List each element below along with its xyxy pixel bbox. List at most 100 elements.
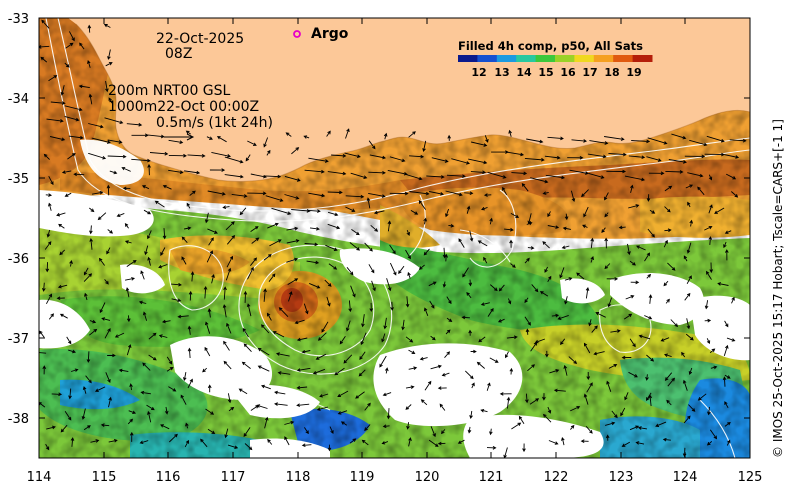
current-arrow bbox=[304, 169, 325, 174]
current-arrow bbox=[384, 367, 389, 374]
current-arrow bbox=[481, 206, 488, 211]
colorbar-swatch bbox=[593, 55, 614, 62]
current-arrow bbox=[158, 264, 168, 269]
current-arrow bbox=[358, 369, 366, 377]
current-arrow bbox=[506, 335, 518, 340]
current-arrow bbox=[424, 380, 432, 391]
current-arrow bbox=[504, 227, 514, 232]
current-arrow bbox=[41, 282, 46, 292]
current-arrow bbox=[57, 284, 68, 289]
current-arrow bbox=[405, 249, 411, 260]
current-arrow bbox=[321, 321, 329, 333]
current-arrow bbox=[422, 140, 427, 153]
current-arrow bbox=[203, 285, 208, 299]
current-arrow bbox=[430, 335, 436, 341]
current-arrow bbox=[545, 174, 566, 180]
current-arrow bbox=[725, 249, 729, 261]
current-arrow bbox=[717, 282, 729, 286]
current-arrow bbox=[222, 205, 230, 210]
current-arrow bbox=[444, 253, 449, 262]
current-arrow bbox=[373, 210, 385, 215]
current-arrow bbox=[148, 354, 157, 361]
current-arrow bbox=[211, 151, 232, 158]
current-arrow bbox=[147, 163, 151, 176]
current-arrow bbox=[398, 265, 405, 274]
current-arrow bbox=[608, 152, 627, 157]
current-arrow bbox=[646, 194, 651, 202]
current-arrow bbox=[644, 315, 653, 320]
current-arrow bbox=[663, 239, 668, 248]
current-arrow bbox=[507, 151, 525, 157]
current-arrow bbox=[663, 280, 669, 287]
current-arrow bbox=[228, 406, 235, 412]
current-arrow bbox=[264, 416, 269, 429]
current-arrow bbox=[204, 346, 211, 357]
colorbar-swatch bbox=[477, 55, 498, 62]
current-arrow bbox=[451, 158, 471, 165]
current-arrow bbox=[647, 228, 655, 238]
colorbar-swatch bbox=[632, 55, 653, 62]
current-arrow bbox=[457, 439, 465, 444]
current-arrow bbox=[604, 212, 609, 218]
current-arrow bbox=[108, 438, 118, 443]
current-arrow bbox=[689, 219, 694, 227]
current-arrow bbox=[406, 422, 410, 430]
current-arrow bbox=[369, 154, 387, 160]
current-arrow bbox=[46, 425, 56, 430]
current-arrow bbox=[284, 175, 301, 182]
current-arrow bbox=[390, 301, 394, 311]
current-arrow bbox=[184, 439, 189, 448]
current-arrow bbox=[337, 410, 348, 415]
current-arrow bbox=[723, 344, 729, 357]
current-arrow bbox=[294, 319, 305, 325]
current-arrow bbox=[567, 156, 584, 160]
current-arrow bbox=[44, 241, 52, 250]
lon-tick-label: 120 bbox=[415, 470, 440, 485]
current-arrow bbox=[345, 206, 356, 212]
current-arrow bbox=[560, 338, 566, 346]
current-arrow bbox=[204, 321, 211, 334]
current-arrow bbox=[45, 193, 53, 197]
current-arrow bbox=[568, 356, 578, 365]
current-arrow bbox=[267, 312, 272, 321]
current-arrow bbox=[181, 236, 188, 244]
current-arrow bbox=[697, 393, 707, 401]
current-arrow bbox=[580, 439, 589, 443]
current-arrow bbox=[104, 327, 111, 339]
current-arrow bbox=[308, 157, 329, 163]
current-arrow bbox=[301, 443, 312, 448]
current-arrow bbox=[710, 365, 718, 370]
current-arrow bbox=[207, 228, 218, 234]
current-arrow bbox=[381, 333, 386, 343]
current-arrow bbox=[430, 426, 436, 438]
current-arrow bbox=[624, 392, 629, 401]
current-arrow bbox=[446, 174, 466, 179]
current-arrow bbox=[645, 374, 649, 381]
current-arrow bbox=[355, 391, 365, 399]
current-arrow bbox=[238, 388, 248, 395]
current-arrow bbox=[66, 336, 72, 345]
current-arrow bbox=[588, 319, 592, 327]
current-arrow bbox=[564, 213, 569, 221]
current-arrow bbox=[466, 205, 471, 214]
current-arrow bbox=[88, 123, 104, 129]
current-arrow bbox=[489, 357, 499, 363]
current-arrow bbox=[40, 56, 48, 63]
current-arrow bbox=[442, 281, 447, 288]
current-arrow bbox=[107, 229, 114, 234]
colorbar-label: 13 bbox=[494, 66, 509, 79]
current-arrow bbox=[307, 209, 321, 213]
current-arrow bbox=[524, 257, 530, 264]
current-arrow bbox=[131, 158, 151, 163]
current-arrow bbox=[106, 184, 111, 196]
current-arrow bbox=[164, 406, 169, 415]
current-arrow bbox=[296, 385, 308, 390]
current-arrow bbox=[86, 351, 91, 363]
current-arrow bbox=[405, 404, 412, 410]
current-arrow bbox=[97, 212, 107, 221]
current-arrow bbox=[327, 211, 339, 217]
current-arrow bbox=[271, 207, 292, 216]
current-arrow bbox=[287, 278, 299, 285]
current-arrow bbox=[101, 317, 111, 321]
current-arrow bbox=[39, 401, 46, 408]
